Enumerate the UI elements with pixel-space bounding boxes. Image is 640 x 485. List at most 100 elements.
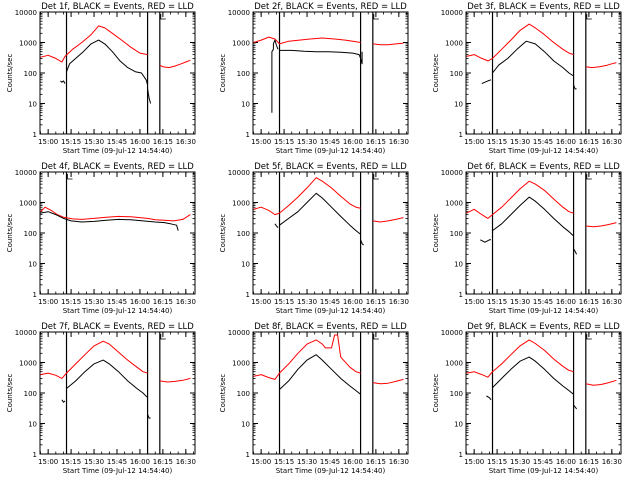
x-tick-label: 15:00 bbox=[251, 298, 271, 306]
y-tick-label: 1000 bbox=[445, 360, 463, 368]
x-tick-label: 15:00 bbox=[464, 458, 484, 466]
series-line-events bbox=[492, 196, 574, 237]
x-tick-label: 15:00 bbox=[38, 298, 58, 306]
y-tick-label: 1 bbox=[33, 291, 37, 299]
series-line-lld bbox=[466, 23, 574, 62]
series-line-events bbox=[66, 39, 149, 86]
y-tick-label: 10000 bbox=[15, 9, 37, 17]
chart-title: Det 7f, BLACK = Events, RED = LLD bbox=[41, 322, 194, 332]
series-line-lld bbox=[253, 334, 361, 380]
x-tick-label: 15:45 bbox=[533, 458, 553, 466]
x-tick-label: 15:45 bbox=[107, 458, 127, 466]
x-tick-label: 15:45 bbox=[533, 138, 553, 146]
x-tick-label: 15:00 bbox=[464, 298, 484, 306]
x-tick-label: 16:30 bbox=[176, 458, 196, 466]
y-axis-label: Counts/sec bbox=[432, 374, 440, 413]
x-axis-label: Start Time (09-Jul-12 14:54:40) bbox=[63, 147, 173, 155]
series-line-events bbox=[147, 88, 152, 104]
series-line-events bbox=[40, 211, 179, 231]
y-axis-label: Counts/sec bbox=[432, 54, 440, 93]
x-tick-label: 16:15 bbox=[153, 298, 173, 306]
y-tick-label: 100 bbox=[24, 70, 37, 78]
chart-title: Det 2f, BLACK = Events, RED = LLD bbox=[254, 2, 407, 12]
x-axis-label: Start Time (09-Jul-12 14:54:40) bbox=[489, 467, 599, 475]
y-axis-label: Counts/sec bbox=[6, 374, 14, 413]
y-tick-label: 10 bbox=[28, 421, 37, 429]
y-tick-label: 100 bbox=[237, 70, 250, 78]
y-tick-label: 10 bbox=[28, 101, 37, 109]
series-line-events bbox=[360, 51, 363, 65]
series-line-events bbox=[147, 414, 151, 419]
plot-frame bbox=[39, 171, 196, 295]
series-line-events bbox=[274, 223, 279, 228]
x-tick-label: 15:30 bbox=[510, 138, 530, 146]
x-tick-label: 16:15 bbox=[579, 298, 599, 306]
chart-panel-3: Det 3f, BLACK = Events, RED = LLD 1 10 100 1… bbox=[432, 2, 622, 155]
y-tick-label: 10 bbox=[454, 421, 463, 429]
series-line-events bbox=[573, 404, 577, 410]
y-tick-label: 1000 bbox=[19, 200, 37, 208]
x-tick-label: 15:30 bbox=[84, 298, 104, 306]
series-line-events bbox=[573, 84, 577, 90]
interval-marker-flag bbox=[373, 174, 379, 180]
y-axis-label: Counts/sec bbox=[219, 214, 227, 253]
y-tick-label: 1000 bbox=[445, 200, 463, 208]
x-tick-label: 16:30 bbox=[602, 138, 622, 146]
series-line-lld bbox=[585, 222, 617, 228]
series-line-lld bbox=[253, 177, 361, 216]
y-tick-label: 10000 bbox=[441, 169, 463, 177]
x-tick-label: 15:30 bbox=[510, 458, 530, 466]
x-tick-label: 15:45 bbox=[320, 138, 340, 146]
x-tick-label: 16:30 bbox=[602, 298, 622, 306]
x-tick-label: 16:30 bbox=[389, 458, 409, 466]
x-tick-label: 16:30 bbox=[176, 138, 196, 146]
interval-marker-flag bbox=[586, 334, 592, 340]
y-tick-label: 10000 bbox=[441, 329, 463, 337]
x-tick-label: 15:15 bbox=[61, 298, 81, 306]
y-tick-label: 1 bbox=[459, 451, 463, 459]
y-tick-label: 1 bbox=[459, 291, 463, 299]
chart-panel-7: Det 7f, BLACK = Events, RED = LLD 1 10 100 1… bbox=[6, 322, 196, 475]
y-tick-label: 1000 bbox=[232, 360, 250, 368]
y-tick-label: 10 bbox=[454, 261, 463, 269]
x-tick-label: 15:30 bbox=[84, 138, 104, 146]
chart-panel-8: Det 8f, BLACK = Events, RED = LLD 1 10 100 1… bbox=[219, 322, 409, 475]
y-tick-label: 100 bbox=[24, 230, 37, 238]
x-tick-label: 16:15 bbox=[366, 298, 386, 306]
y-tick-label: 100 bbox=[450, 230, 463, 238]
series-line-events bbox=[492, 356, 574, 395]
y-tick-label: 10000 bbox=[441, 9, 463, 17]
y-tick-label: 1 bbox=[33, 131, 37, 139]
x-axis-label: Start Time (09-Jul-12 14:54:40) bbox=[276, 147, 386, 155]
y-tick-label: 10 bbox=[28, 261, 37, 269]
x-tick-label: 16:00 bbox=[343, 298, 363, 306]
interval-marker-flag bbox=[586, 14, 592, 20]
x-tick-label: 15:15 bbox=[487, 458, 507, 466]
x-axis-label: Start Time (09-Jul-12 14:54:40) bbox=[276, 467, 386, 475]
x-tick-label: 16:15 bbox=[153, 458, 173, 466]
x-tick-label: 15:15 bbox=[61, 138, 81, 146]
chart-title: Det 4f, BLACK = Events, RED = LLD bbox=[41, 162, 194, 172]
series-line-lld bbox=[585, 62, 617, 69]
x-axis-label: Start Time (09-Jul-12 14:54:40) bbox=[489, 307, 599, 315]
x-tick-label: 15:30 bbox=[297, 298, 317, 306]
x-tick-label: 15:30 bbox=[84, 458, 104, 466]
chart-title: Det 3f, BLACK = Events, RED = LLD bbox=[467, 2, 620, 12]
x-tick-label: 15:00 bbox=[251, 138, 271, 146]
x-axis-label: Start Time (09-Jul-12 14:54:40) bbox=[63, 307, 173, 315]
chart-panel-9: Det 9f, BLACK = Events, RED = LLD 1 10 100 1… bbox=[432, 322, 622, 475]
y-axis-label: Counts/sec bbox=[219, 54, 227, 93]
y-tick-label: 1 bbox=[246, 451, 250, 459]
y-tick-label: 1000 bbox=[445, 40, 463, 48]
y-axis-label: Counts/sec bbox=[6, 214, 14, 253]
x-tick-label: 16:15 bbox=[579, 138, 599, 146]
y-tick-label: 1 bbox=[459, 131, 463, 139]
plot-frame bbox=[39, 11, 196, 135]
interval-marker-flag bbox=[67, 174, 73, 180]
series-line-events bbox=[486, 395, 492, 401]
x-tick-label: 16:00 bbox=[343, 138, 363, 146]
plot-frame bbox=[465, 11, 622, 135]
x-tick-label: 15:45 bbox=[107, 138, 127, 146]
y-tick-label: 10 bbox=[241, 421, 250, 429]
